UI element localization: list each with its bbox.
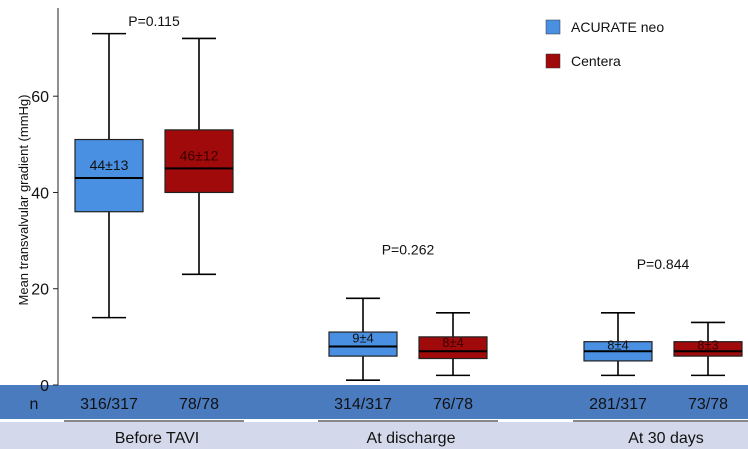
legend-label-centera: Centera — [571, 53, 621, 69]
legend: ACURATE neo Centera — [545, 19, 664, 69]
group-label: Before TAVI — [115, 430, 199, 447]
box-centera: 8±3 — [673, 321, 743, 377]
box-iqr — [328, 331, 398, 357]
n-count-label: 281/317 — [589, 396, 647, 413]
p-value-label: P=0.115 — [128, 13, 180, 29]
p-value-label: P=0.262 — [382, 241, 435, 257]
box-iqr — [74, 138, 144, 213]
y-axis-label: Mean transvalvular gradient (mmHg) — [16, 95, 31, 306]
y-tick-label: 0 — [40, 378, 49, 395]
box-value-label: 44±13 — [90, 157, 129, 173]
box-value-label: 8±3 — [697, 337, 719, 352]
n-count-label: 314/317 — [334, 396, 392, 413]
legend-label-acurate-neo: ACURATE neo — [571, 19, 664, 35]
p-value-label: P=0.844 — [637, 256, 690, 272]
box-iqr — [673, 341, 743, 357]
box-centera: 8±4 — [418, 311, 488, 377]
legend-swatch-centera — [545, 53, 561, 69]
n-row-band — [0, 385, 748, 419]
box-acurate-neo: 9±4 — [328, 297, 398, 381]
box-iqr — [164, 129, 234, 194]
group-label-band — [0, 422, 748, 449]
box-value-label: 8±4 — [607, 337, 629, 352]
box-iqr — [418, 336, 488, 360]
box-acurate-neo: 44±13 — [74, 32, 144, 319]
box-centera: 46±12 — [164, 37, 234, 276]
n-count-label: 316/317 — [80, 396, 138, 413]
y-tick-label: 20 — [31, 282, 49, 299]
box-value-label: 46±12 — [180, 147, 219, 163]
plot-area: 0 20 40 60 P=0.115 44±13 316/317 46±12 78/78 Befo… — [31, 8, 748, 447]
y-tick-label: 40 — [31, 185, 49, 202]
box-acurate-neo: 8±4 — [583, 311, 653, 377]
n-row-label: n — [30, 396, 39, 413]
box-value-label: 8±4 — [442, 335, 464, 350]
n-count-label: 76/78 — [433, 396, 473, 413]
box-value-label: 9±4 — [352, 330, 374, 345]
n-count-label: 73/78 — [688, 396, 728, 413]
group-label: At 30 days — [628, 430, 704, 447]
group-label: At discharge — [367, 430, 456, 447]
n-count-label: 78/78 — [179, 396, 219, 413]
legend-swatch-acurate-neo — [545, 19, 561, 35]
y-tick-label: 60 — [31, 89, 49, 106]
